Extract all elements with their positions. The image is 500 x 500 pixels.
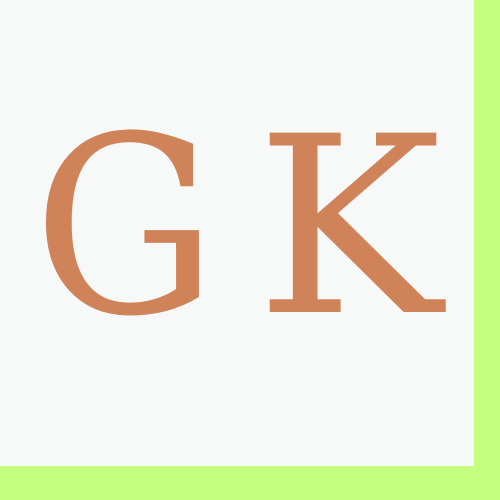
logo-panel: G K bbox=[0, 0, 474, 466]
monogram-letter-g: G bbox=[33, 126, 217, 318]
monogram-letter-k: K bbox=[256, 126, 446, 318]
monogram-svg: G K bbox=[33, 126, 446, 318]
monogram-logo: G K bbox=[0, 126, 474, 318]
